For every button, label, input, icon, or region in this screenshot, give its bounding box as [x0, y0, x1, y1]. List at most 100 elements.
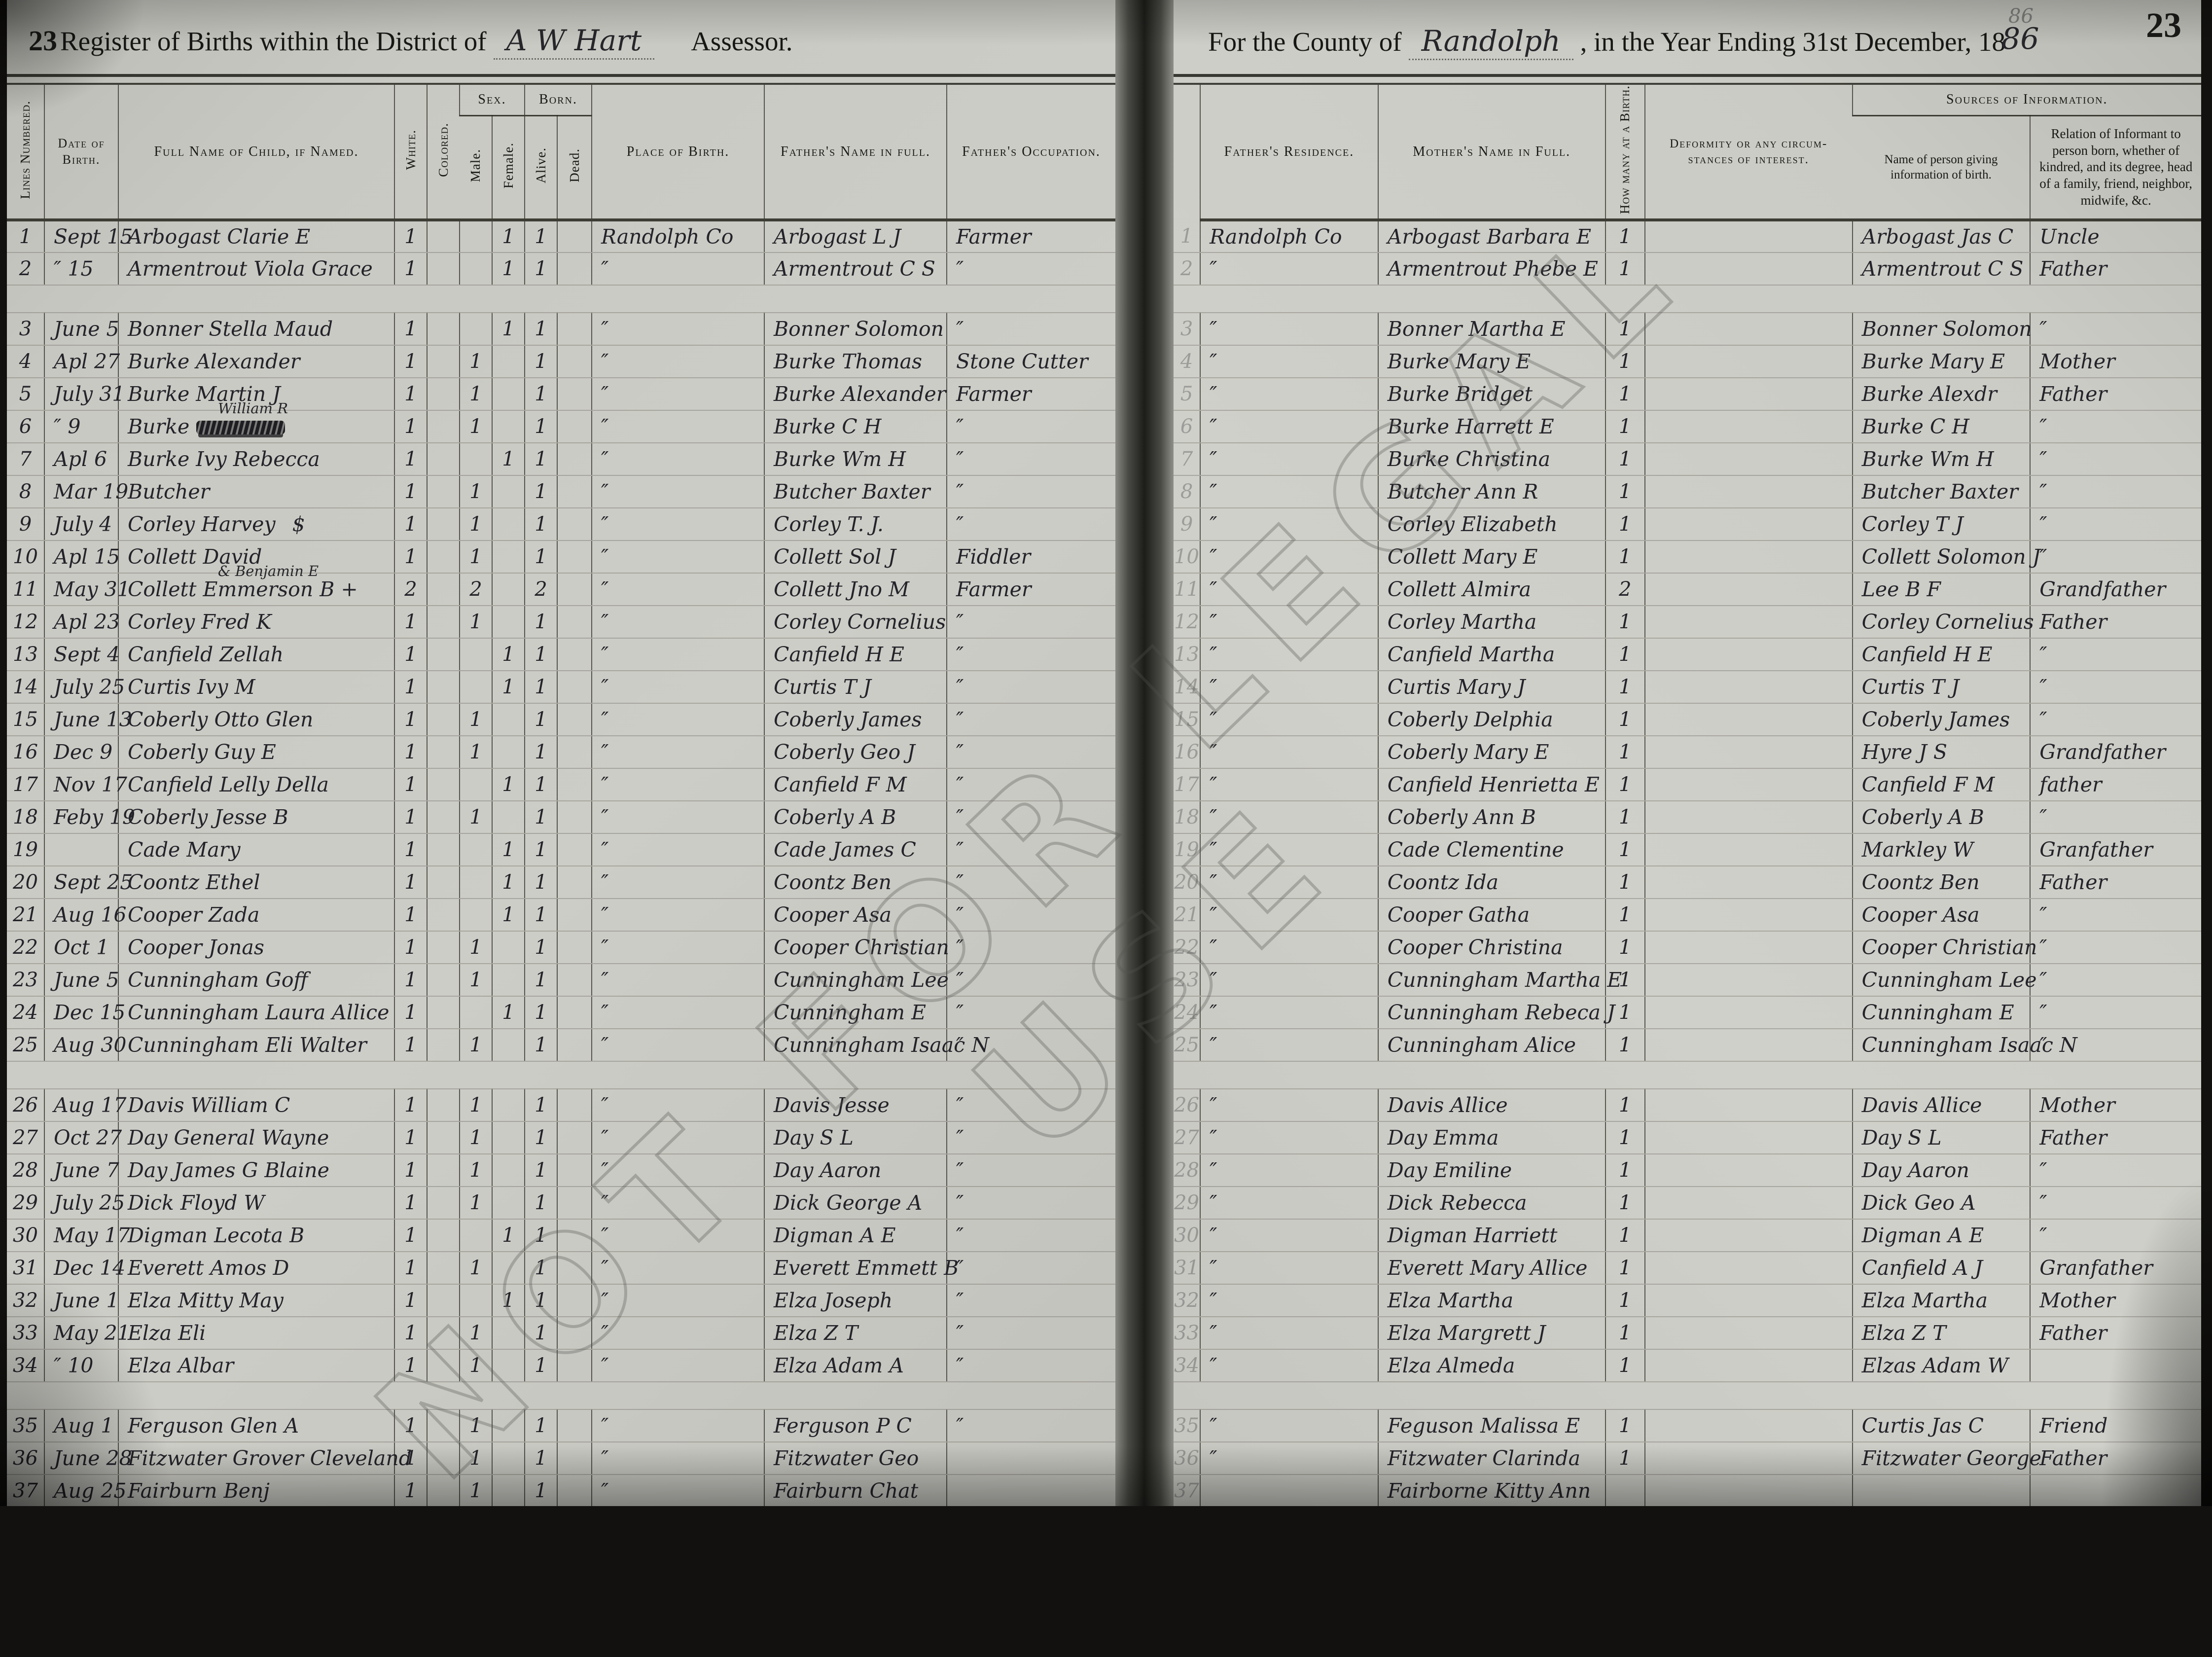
cell-mother-name: Cade Clementine: [1377, 833, 1605, 866]
cell-father-residence: ″: [1200, 313, 1378, 346]
cell-date-of-birth: May 31: [44, 573, 130, 606]
table-row-left: 8 Mar 19 Butcher 1 1 1 ″ Butcher Baxter ″: [7, 475, 1115, 508]
cell-child-name: Burke Ivy Rebecca: [118, 443, 394, 476]
cell-father-name: Burke Wm H: [764, 443, 947, 476]
cell-female: [491, 1154, 525, 1187]
cell-father-occupation: ″: [946, 931, 1115, 964]
cell-line-number: 22: [7, 931, 44, 964]
cell-mother-name: Day Emiline: [1377, 1154, 1605, 1187]
cell-date-of-birth: May 21: [44, 1317, 130, 1350]
cell-male: 1: [459, 1317, 492, 1350]
cell-born-dead: [557, 410, 592, 443]
cell-father-name: Burke Alexander: [764, 378, 947, 411]
cell-white: 1: [394, 220, 427, 253]
cell-place-of-birth: ″: [591, 736, 765, 769]
cell-father-occupation: Farmer: [946, 378, 1115, 411]
cell-place-of-birth: ″: [591, 1409, 765, 1442]
cell-line-number-faint: 3: [1174, 313, 1201, 346]
cell-father-name: Day S L: [764, 1121, 947, 1154]
cell-how-many-at-birth: 1: [1605, 801, 1645, 834]
cell-informant-name: Coberly James: [1852, 703, 2031, 736]
cell-line-number-faint: 18: [1174, 801, 1201, 834]
cell-father-occupation: [946, 1442, 1115, 1475]
cell-father-occupation: ″: [946, 1409, 1115, 1442]
cell-father-name: Cunningham Lee: [764, 964, 949, 997]
cell-deformity: [1644, 252, 1853, 286]
cell-how-many-at-birth: 1: [1605, 378, 1645, 411]
cell-colored: [427, 899, 460, 932]
cell-place-of-birth: ″: [591, 475, 765, 508]
table-row-right: 1 Randolph Co Arbogast Barbara E 1 Arbogast …: [1174, 220, 2201, 253]
cell-father-occupation: Stone Cutter: [946, 345, 1115, 378]
cell-born-dead: [557, 252, 592, 286]
cell-date-of-birth: June 5: [44, 964, 119, 997]
cell-place-of-birth: ″: [591, 801, 765, 834]
cell-date-of-birth: June 28: [44, 1442, 132, 1475]
cell-father-name: Corley Cornelius: [764, 606, 947, 639]
cell-date-of-birth: Dec 15: [44, 996, 125, 1029]
cell-female: [491, 931, 525, 964]
cell-informant-relation: ″: [2030, 508, 2201, 541]
table-row-left: 22 Oct 1 Cooper Jonas 1 1 1 ″ Cooper Christian ″: [7, 931, 1115, 964]
cell-child-name: Elza Eli: [118, 1317, 394, 1350]
cell-female: [491, 1442, 525, 1475]
cell-mother-name: Cooper Christina: [1377, 931, 1605, 964]
cell-informant-relation: ″: [2030, 671, 2201, 704]
cell-informant-relation: Granfather: [2030, 1252, 2201, 1285]
cell-colored: [427, 443, 460, 476]
cell-white: 1: [394, 606, 427, 639]
cell-born-alive: 1: [524, 866, 558, 899]
cell-colored: [427, 931, 460, 964]
cell-line-number-faint: 28: [1174, 1154, 1201, 1187]
cell-female: [491, 1475, 525, 1506]
county-name-handwritten: Randolph: [1408, 24, 1573, 60]
cell-line-number: 28: [7, 1154, 44, 1187]
cell-line-number: 13: [7, 638, 44, 671]
cell-line-number: 31: [7, 1252, 44, 1285]
cell-male: [459, 671, 492, 704]
cell-how-many-at-birth: 1: [1605, 736, 1645, 769]
cell-male: 1: [459, 1349, 492, 1382]
cell-born-alive: 1: [524, 1121, 558, 1154]
cell-informant-name: Collett Solomon J: [1852, 540, 2040, 574]
cell-how-many-at-birth: 1: [1605, 1154, 1645, 1187]
cell-father-occupation: ″: [946, 996, 1115, 1029]
cell-colored: [427, 540, 460, 574]
cell-father-name: Coberly Geo J: [764, 736, 947, 769]
cell-father-name: Elza Z T: [764, 1317, 947, 1350]
cell-mother-name: Digman Harriett: [1377, 1219, 1605, 1252]
cell-informant-relation: ″: [2030, 313, 2201, 346]
cell-father-name: Fitzwater Geo: [764, 1442, 947, 1475]
cell-father-residence: ″: [1200, 801, 1378, 834]
cell-father-occupation: ″: [946, 313, 1115, 346]
cell-mother-name: Burke Mary E: [1377, 345, 1605, 378]
cell-mother-name: Bonner Martha E: [1377, 313, 1605, 346]
cell-male: 2: [459, 573, 492, 606]
cell-line-number-faint: 13: [1174, 638, 1201, 671]
cell-colored: [427, 1252, 460, 1285]
cell-father-residence: ″: [1200, 703, 1378, 736]
blank-cell: [1174, 1061, 2201, 1089]
cell-born-dead: [557, 899, 592, 932]
cell-colored: [427, 736, 460, 769]
col-header-deformity: Deformity or any circum- stances of inte…: [1644, 85, 1853, 221]
cell-father-occupation: ″: [946, 1154, 1115, 1187]
cell-father-name: Elza Adam A: [764, 1349, 947, 1382]
cell-male: [459, 833, 492, 866]
cell-how-many-at-birth: 1: [1605, 703, 1645, 736]
cell-informant-name: Butcher Baxter: [1852, 475, 2031, 508]
cell-white: 1: [394, 475, 427, 508]
col-header-alive: Alive.: [524, 115, 558, 221]
cell-child-name: Davis William C: [118, 1089, 394, 1122]
cell-child-name: Canfield Zellah: [118, 638, 394, 671]
cell-child-name: Digman Lecota B: [118, 1219, 394, 1252]
cell-white: 1: [394, 1121, 427, 1154]
cell-born-alive: 1: [524, 703, 558, 736]
cell-line-number-faint: 10: [1174, 540, 1201, 574]
cell-male: 1: [459, 345, 492, 378]
cell-father-occupation: ″: [946, 801, 1115, 834]
cell-informant-relation: ″: [2030, 801, 2201, 834]
cell-father-name: Collett Jno M: [764, 573, 947, 606]
table-row-right: 22 ″ Cooper Christina 1 Cooper Christian ″: [1174, 931, 2201, 964]
cell-informant-relation: [2030, 1349, 2201, 1382]
